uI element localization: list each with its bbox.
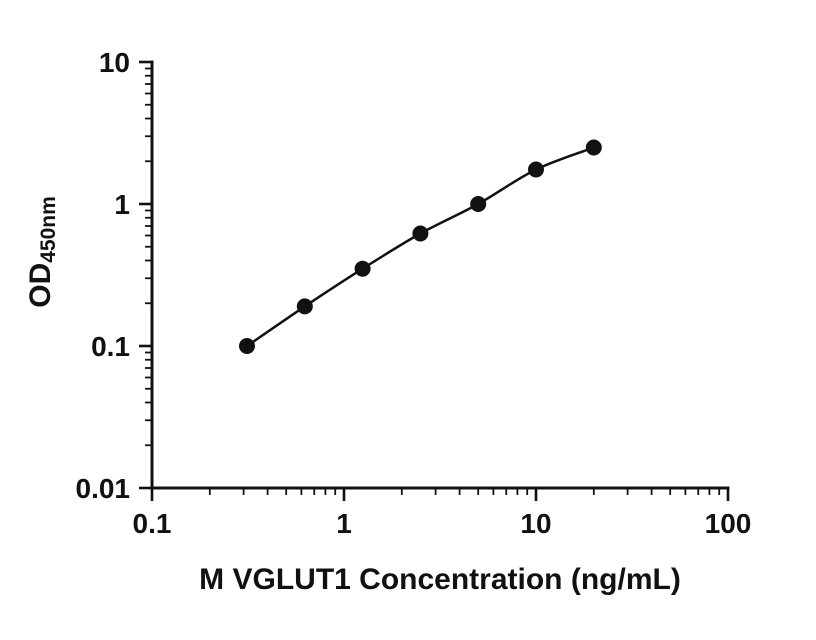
x-tick-label: 0.1 (133, 508, 172, 539)
y-tick-label: 0.01 (76, 473, 131, 504)
x-tick-label: 1 (336, 508, 352, 539)
y-axis-label-main: OD (24, 263, 57, 308)
y-tick-label: 0.1 (91, 331, 130, 362)
x-tick-label: 10 (520, 508, 551, 539)
y-axis-label: OD450nm (24, 196, 60, 308)
data-point (296, 298, 313, 315)
series-curve (246, 146, 595, 348)
data-point (354, 260, 371, 277)
y-tick-label: 1 (114, 189, 130, 220)
data-point (239, 338, 255, 354)
x-tick-label: 100 (705, 508, 752, 539)
y-axis-label-subscript: 450nm (37, 196, 60, 263)
data-point (470, 196, 487, 212)
y-tick-label: 10 (99, 47, 130, 78)
x-axis-label: M VGLUT1 Concentration (ng/mL) (199, 563, 681, 596)
data-point (528, 161, 544, 178)
data-point (585, 139, 602, 156)
axes-spines (150, 60, 730, 490)
data-point (412, 225, 429, 242)
